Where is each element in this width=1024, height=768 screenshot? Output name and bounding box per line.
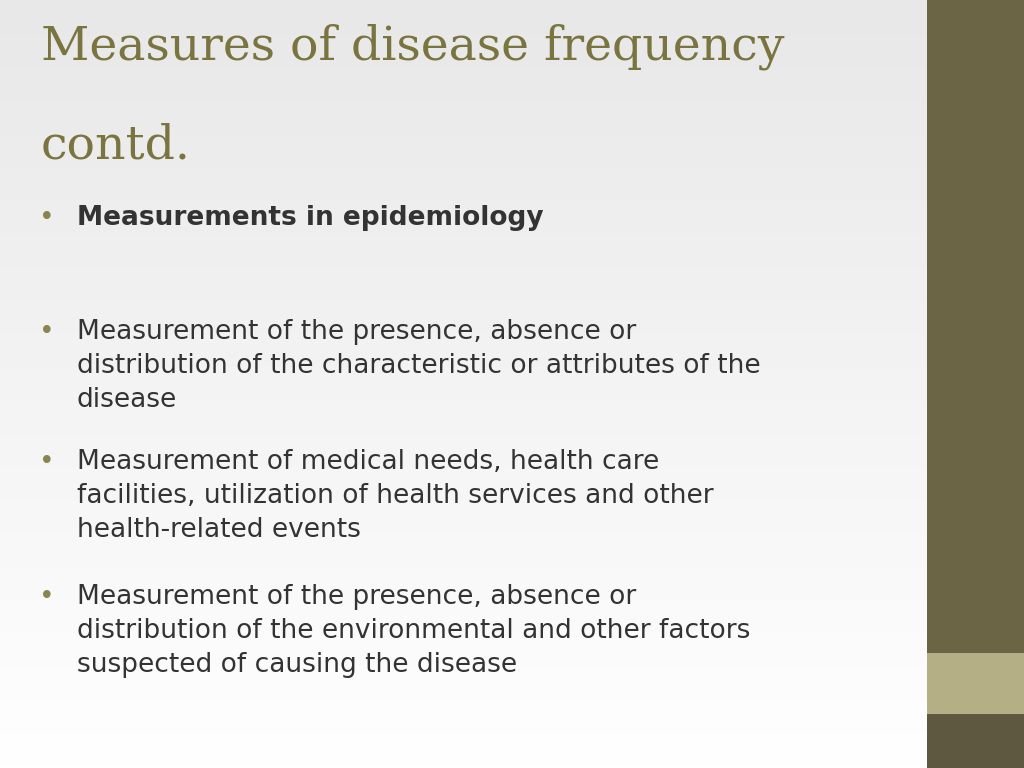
- Text: Measurement of the presence, absence or
distribution of the environmental and ot: Measurement of the presence, absence or …: [77, 584, 751, 677]
- Bar: [927, 714, 1024, 768]
- Bar: [927, 0, 1024, 660]
- Text: Measurement of the presence, absence or
distribution of the characteristic or at: Measurement of the presence, absence or …: [77, 319, 761, 412]
- Text: •: •: [39, 449, 54, 475]
- Text: Measures of disease frequency: Measures of disease frequency: [41, 23, 784, 70]
- Text: Measurement of medical needs, health care
facilities, utilization of health serv: Measurement of medical needs, health car…: [77, 449, 714, 543]
- Text: •: •: [39, 319, 54, 345]
- Text: •: •: [39, 584, 54, 610]
- Text: contd.: contd.: [41, 123, 190, 168]
- Text: Measurements in epidemiology: Measurements in epidemiology: [77, 205, 544, 231]
- Bar: [927, 653, 1024, 718]
- Text: •: •: [39, 205, 54, 231]
